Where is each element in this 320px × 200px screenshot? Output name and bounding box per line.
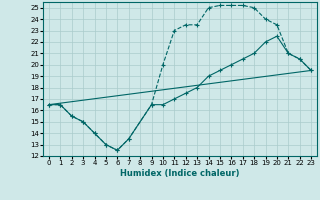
X-axis label: Humidex (Indice chaleur): Humidex (Indice chaleur) <box>120 169 240 178</box>
